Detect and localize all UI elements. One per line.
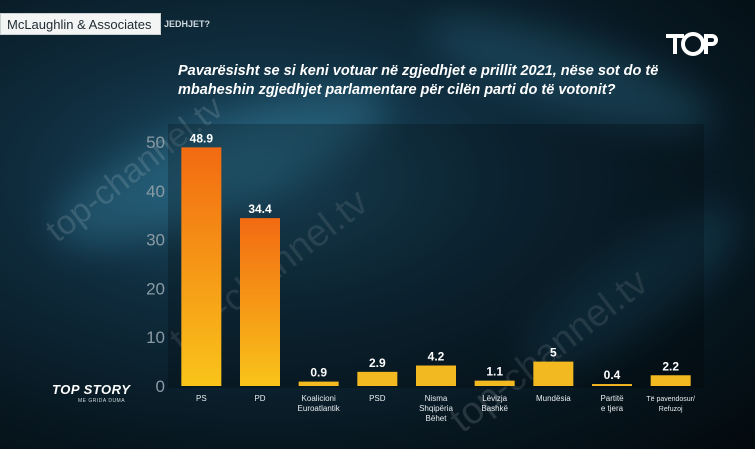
- value-label: 48.9: [190, 131, 214, 145]
- value-label: 2.2: [662, 359, 679, 373]
- chart-title: Pavarësisht se si keni votuar në zgjedhj…: [178, 63, 659, 98]
- y-tick-label: 0: [156, 377, 165, 396]
- bar-0: [181, 147, 222, 386]
- bar-1: [240, 218, 280, 386]
- category-label: Koalicioni Euroatlantik: [298, 394, 341, 413]
- category-label: Mundësia: [536, 394, 571, 403]
- bar-4: [416, 365, 456, 386]
- category-label: Lëvizja Bashkë: [481, 394, 508, 413]
- category-label: PSD: [369, 394, 386, 403]
- y-tick-label: 40: [146, 182, 165, 201]
- bar-6: [533, 361, 574, 386]
- y-tick-label: 10: [146, 328, 165, 347]
- y-tick-label: 30: [146, 231, 165, 250]
- bar-8: [650, 375, 691, 386]
- value-label: 34.4: [248, 202, 272, 216]
- brand-subtitle: ME GRIDA DUMA: [78, 398, 126, 404]
- category-label: PD: [254, 394, 265, 403]
- category-label: Partitë e tjera: [600, 394, 624, 413]
- category-label: Nisma Shqipëria Bëhet: [419, 394, 453, 423]
- bar-5: [474, 380, 515, 386]
- bar-3: [357, 371, 398, 386]
- value-label: 1.1: [486, 365, 503, 379]
- y-tick-label: 20: [146, 279, 165, 298]
- brand-title: TOP STORY: [52, 382, 131, 397]
- value-label: 2.9: [369, 356, 386, 370]
- bar-7: [592, 384, 632, 386]
- value-label: 5: [550, 346, 557, 360]
- value-label: 0.4: [604, 368, 621, 382]
- source-label: McLaughlin & Associates: [0, 13, 161, 35]
- category-label: Të pavendosur/Refuzoj: [646, 396, 695, 413]
- category-label: PS: [196, 394, 207, 403]
- value-label: 0.9: [310, 366, 327, 380]
- y-tick-label: 50: [146, 133, 165, 152]
- source-tail: JEDHJET?: [164, 19, 211, 29]
- value-label: 4.2: [428, 350, 445, 364]
- bar-2: [298, 381, 339, 386]
- top-channel-logo-icon: [666, 32, 718, 56]
